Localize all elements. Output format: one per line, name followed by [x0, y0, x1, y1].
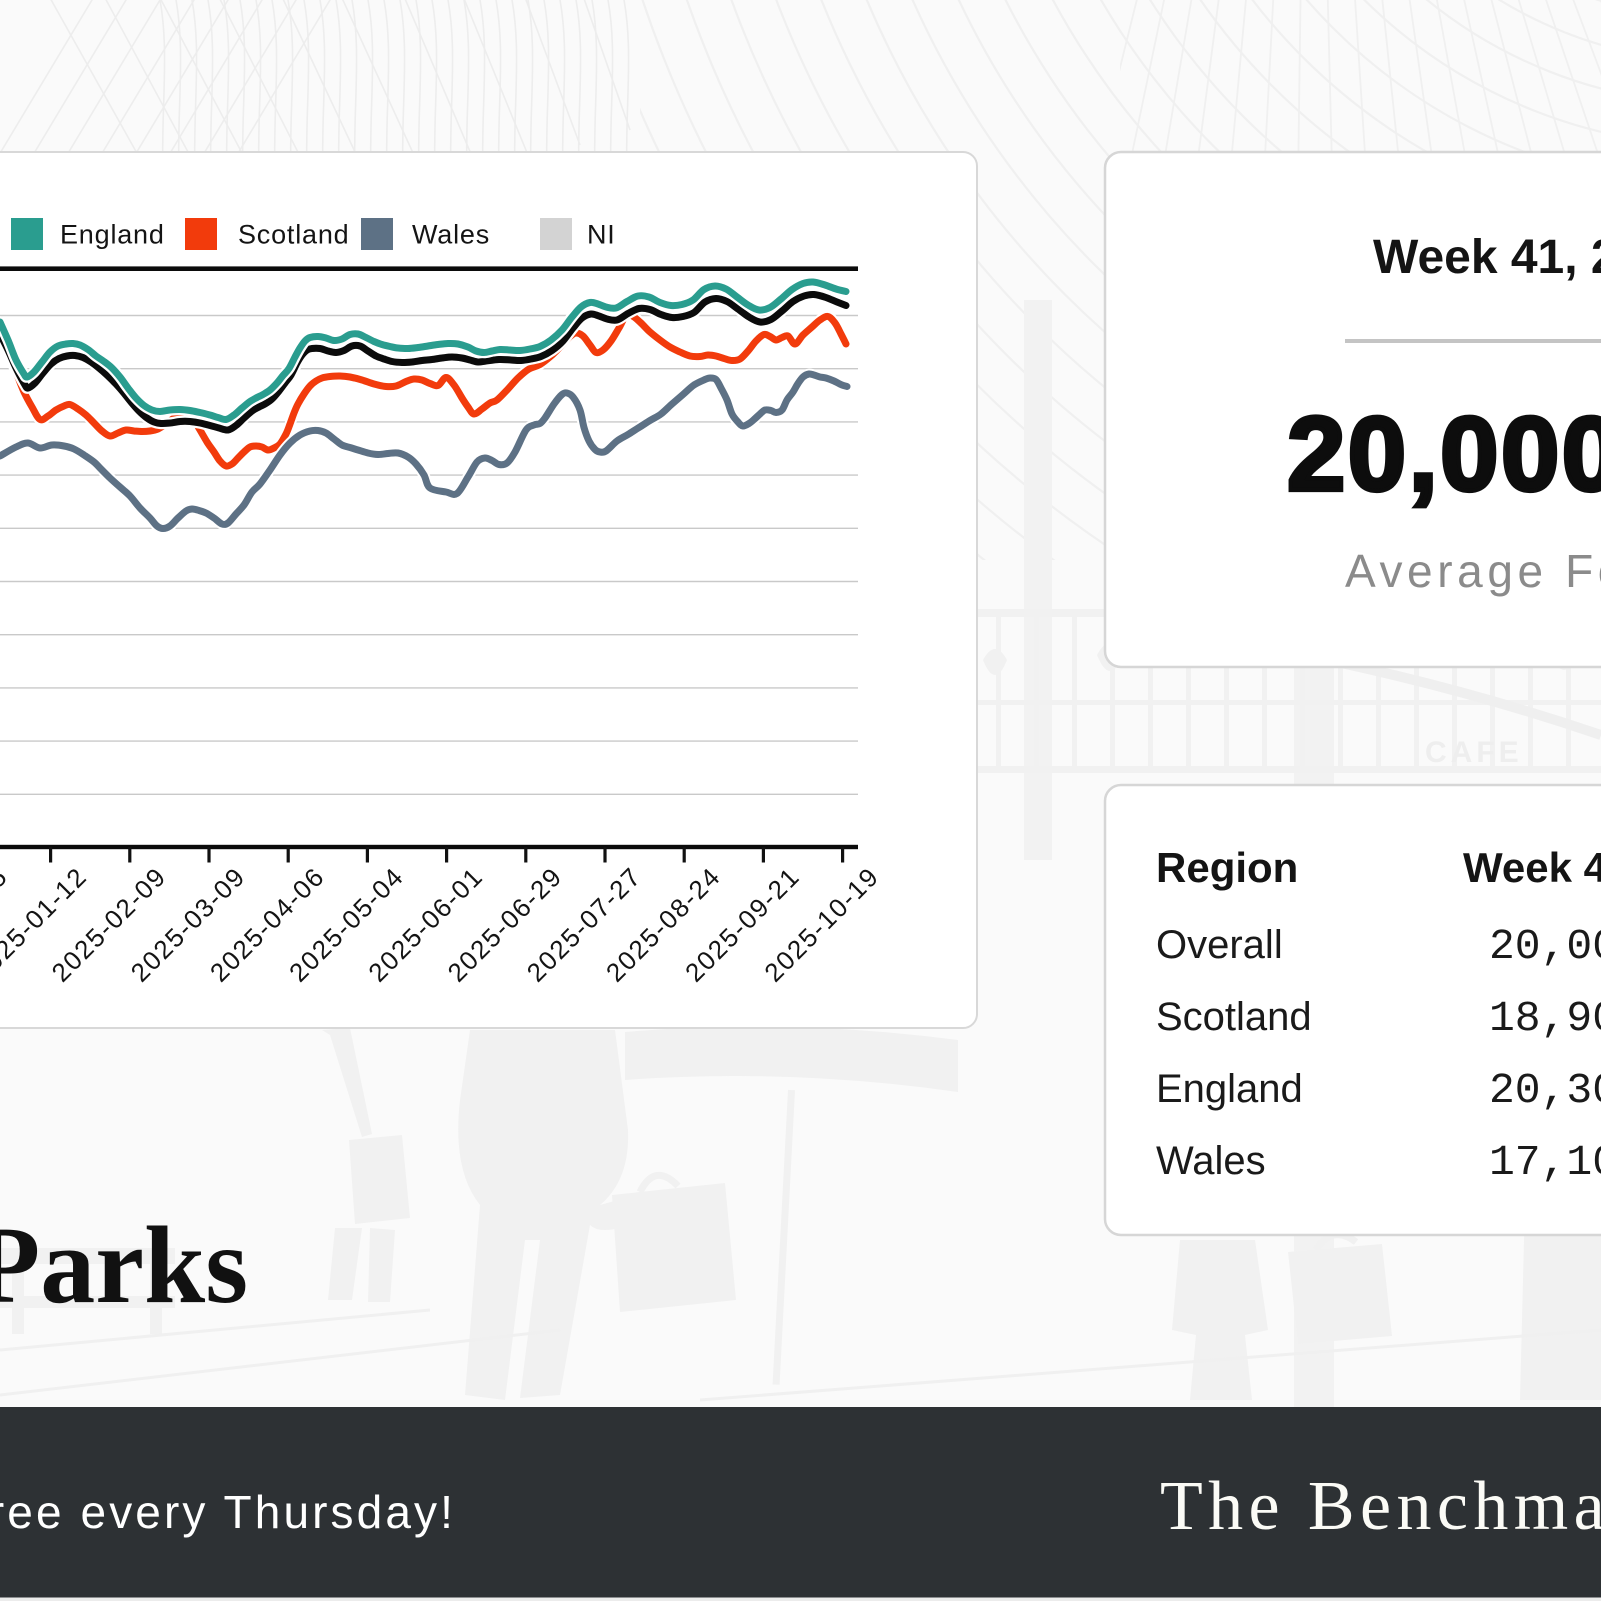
svg-text:Retail Parks: Retail Parks	[0, 1204, 248, 1326]
svg-text:18,900: 18,900	[1489, 994, 1601, 1043]
svg-text:CAFE: CAFE	[1425, 736, 1523, 769]
svg-text:20,000: 20,000	[1287, 396, 1601, 513]
svg-text:Week 41, 2025: Week 41, 2025	[1373, 231, 1601, 284]
svg-text:Week 41: Week 41	[1463, 844, 1601, 891]
svg-text:The Benchmark: The Benchmark	[1160, 1468, 1601, 1545]
svg-text:Wales: Wales	[412, 220, 490, 250]
svg-text:17,100: 17,100	[1489, 1138, 1601, 1187]
svg-text:Region: Region	[1156, 844, 1298, 891]
svg-text:Delivered free every Thursday!: Delivered free every Thursday!	[0, 1486, 456, 1538]
svg-text:Scotland: Scotland	[1156, 995, 1312, 1039]
svg-text:NI: NI	[587, 220, 616, 250]
svg-text:20,000: 20,000	[1489, 922, 1601, 971]
svg-text:Wales: Wales	[1156, 1139, 1266, 1183]
svg-text:Average Footfall: Average Footfall	[1345, 545, 1601, 597]
svg-text:England: England	[60, 220, 165, 250]
svg-text:Overall: Overall	[1156, 923, 1283, 967]
svg-text:England: England	[1156, 1067, 1303, 1111]
svg-text:Scotland: Scotland	[238, 220, 349, 250]
svg-text:20,300: 20,300	[1489, 1066, 1601, 1115]
